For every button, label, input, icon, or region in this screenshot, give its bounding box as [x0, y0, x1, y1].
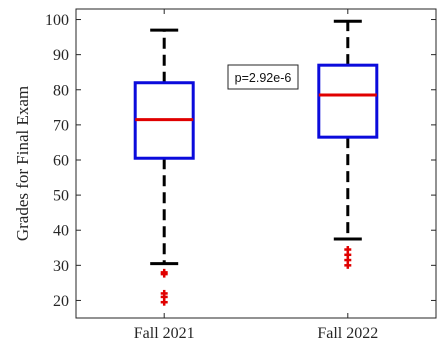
y-tick-label: 60	[53, 152, 69, 169]
plot-frame	[75, 8, 437, 319]
y-tick-label: 80	[53, 82, 69, 99]
y-tick-label: 20	[53, 293, 69, 310]
iqr-box	[317, 63, 379, 139]
y-axis-title: Grades for Final Exam	[13, 86, 32, 241]
outlier-marker	[160, 270, 168, 278]
y-tick-label: 40	[53, 223, 69, 240]
box-series	[133, 19, 379, 306]
x-tick-label: Fall 2021	[134, 325, 195, 342]
y-tick-label: 100	[45, 12, 69, 29]
y-tick-label: 90	[53, 47, 69, 64]
outlier-marker	[344, 261, 352, 269]
tick-labels: 20 30 40 50 60 70 80 90 100 Fall 2021 Fall 2022	[45, 12, 378, 342]
y-tick-label: 70	[53, 117, 69, 134]
y-tick-label: 30	[53, 258, 69, 275]
axes	[75, 8, 437, 319]
y-tick-label: 50	[53, 188, 69, 205]
box-group	[317, 19, 379, 269]
annotation-group: p=2.92e-6	[227, 64, 299, 90]
outlier-marker	[160, 298, 168, 306]
annotation-box	[227, 64, 299, 90]
box-group	[133, 28, 195, 306]
p-value-annotation: p=2.92e-6	[235, 71, 292, 85]
x-tick-label: Fall 2022	[317, 325, 378, 342]
